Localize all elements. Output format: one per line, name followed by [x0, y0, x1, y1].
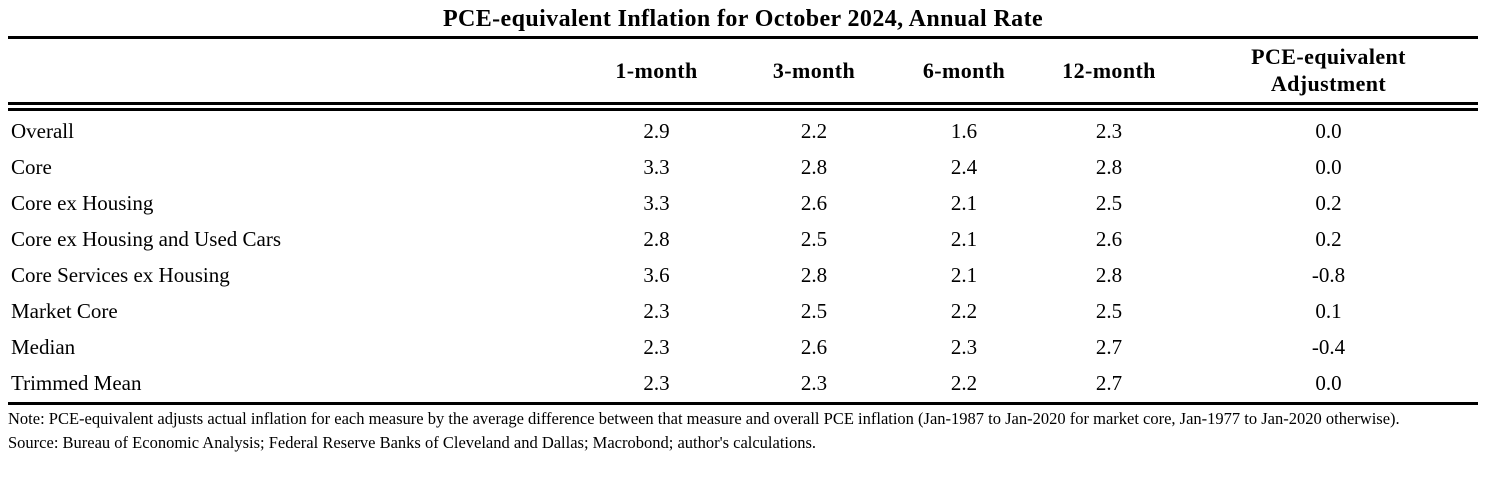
row-label: Core ex Housing [11, 191, 154, 216]
cell-3-month: 2.2 [800, 119, 828, 144]
col-header-1-month: 1-month [574, 37, 739, 111]
cell-6-month: 2.3 [950, 335, 978, 360]
table-wrap: 1-month 3-month 6-month 12-month PCE-equ… [8, 35, 1478, 405]
cell-12-month: 2.6 [1095, 227, 1123, 252]
cell-1-month: 3.3 [643, 191, 670, 216]
row-label: Market Core [11, 299, 118, 324]
cell-6-month: 2.4 [950, 155, 978, 180]
table-row-market-core: Market Core 2.3 2.5 2.2 2.5 0.1 [8, 294, 1478, 330]
cell-1-month: 2.8 [643, 227, 670, 252]
cell-12-month: 2.5 [1095, 299, 1123, 324]
cell-12-month: 2.8 [1095, 263, 1123, 288]
cell-1-month: 2.3 [643, 335, 670, 360]
cell-12-month: 2.7 [1039, 365, 1179, 405]
cell-1-month: 2.9 [643, 119, 670, 144]
cell-12-month: 2.3 [1095, 119, 1123, 144]
table-row-core: Core 3.3 2.8 2.4 2.8 0.0 [8, 150, 1478, 186]
cell-3-month: 2.5 [800, 299, 828, 324]
row-label: Core ex Housing and Used Cars [11, 227, 282, 252]
cell-6-month: 1.6 [950, 119, 978, 144]
cell-6-month: 2.2 [889, 365, 1039, 405]
row-label: Trimmed Mean [8, 365, 574, 405]
cell-adjustment: -0.8 [1311, 263, 1346, 288]
cell-3-month: 2.6 [800, 191, 828, 216]
cell-adjustment: 0.0 [1179, 365, 1478, 405]
cell-6-month: 2.1 [950, 263, 978, 288]
note-text: Note: PCE-equivalent adjusts actual infl… [8, 408, 1400, 428]
cell-6-month: 2.2 [950, 299, 978, 324]
cell-6-month: 2.1 [950, 191, 978, 216]
table-row-core-services-ex-housing: Core Services ex Housing 3.6 2.8 2.1 2.8… [8, 258, 1478, 294]
cell-12-month: 2.7 [1095, 335, 1123, 360]
table-body: Overall 2.9 2.2 1.6 2.3 0.0 Core 3.3 2.8… [8, 106, 1478, 405]
cell-1-month: 2.3 [643, 299, 670, 324]
cell-12-month: 2.5 [1095, 191, 1123, 216]
cell-12-month: 2.8 [1095, 155, 1123, 180]
cell-adjustment: 0.1 [1315, 299, 1342, 324]
cell-adjustment: -0.4 [1311, 335, 1346, 360]
cell-1-month: 3.3 [643, 155, 670, 180]
footnotes: Note: PCE-equivalent adjusts actual infl… [8, 408, 1478, 454]
corner-cell [8, 37, 574, 111]
source-text: Source: Bureau of Economic Analysis; Fed… [8, 432, 817, 452]
cell-3-month: 2.6 [800, 335, 828, 360]
row-label: Core [11, 155, 52, 180]
cell-adjustment: 0.2 [1315, 227, 1342, 252]
cell-3-month: 2.8 [800, 155, 828, 180]
col-header-3-month: 3-month [739, 37, 889, 111]
col-header-12-month: 12-month [1039, 37, 1179, 111]
col-header-pce-equivalent-adjustment: PCE-equivalent Adjustment [1179, 37, 1478, 111]
col-header-label: PCE-equivalent Adjustment [1251, 43, 1406, 97]
cell-adjustment: 0.0 [1315, 119, 1342, 144]
table-row-core-ex-housing-used-cars: Core ex Housing and Used Cars 2.8 2.5 2.… [8, 222, 1478, 258]
cell-1-month: 2.3 [574, 365, 739, 405]
row-label: Core Services ex Housing [11, 263, 230, 288]
table-title: PCE-equivalent Inflation for October 202… [442, 6, 1044, 32]
pce-inflation-table: 1-month 3-month 6-month 12-month PCE-equ… [8, 35, 1478, 405]
row-label: Median [11, 335, 76, 360]
table-header: 1-month 3-month 6-month 12-month PCE-equ… [8, 37, 1478, 111]
col-header-6-month: 6-month [889, 37, 1039, 111]
cell-6-month: 2.1 [950, 227, 978, 252]
header-row: 1-month 3-month 6-month 12-month PCE-equ… [8, 37, 1478, 111]
table-row-trimmed-mean: Trimmed Mean 2.3 2.3 2.2 2.7 0.0 [8, 365, 1478, 405]
row-label: Overall [11, 119, 74, 144]
table-row-median: Median 2.3 2.6 2.3 2.7 -0.4 [8, 330, 1478, 366]
cell-3-month: 2.5 [800, 227, 828, 252]
cell-adjustment: 0.2 [1315, 191, 1342, 216]
table-row-core-ex-housing: Core ex Housing 3.3 2.6 2.1 2.5 0.2 [8, 186, 1478, 222]
cell-3-month: 2.3 [739, 365, 889, 405]
cell-1-month: 3.6 [643, 263, 670, 288]
cell-adjustment: 0.0 [1315, 155, 1342, 180]
table-row-overall: Overall 2.9 2.2 1.6 2.3 0.0 [8, 106, 1478, 150]
cell-3-month: 2.8 [800, 263, 828, 288]
